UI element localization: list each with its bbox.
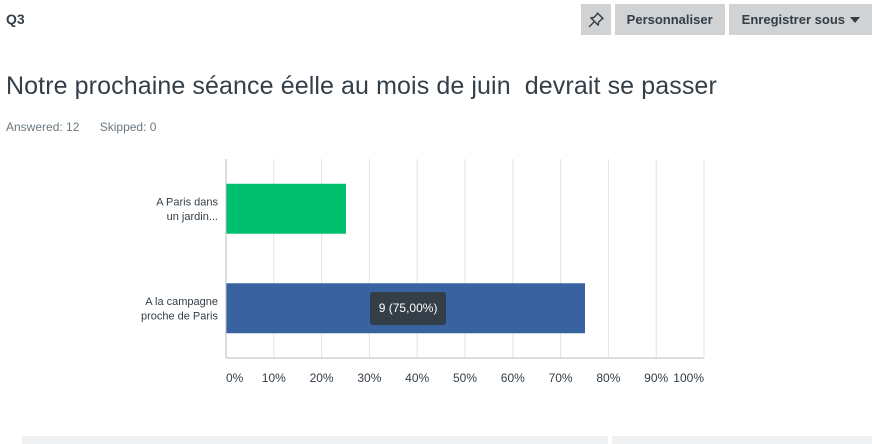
x-tick-label: 90%: [644, 371, 668, 385]
pin-icon: [588, 11, 604, 27]
bar-chart: 0% 10% 20% 30% 40% 50% 60% 70% 80% 90% 100% A Paris…: [141, 159, 705, 385]
x-tick-label: 50%: [453, 371, 477, 385]
save-as-button[interactable]: Enregistrer sous: [728, 4, 872, 35]
question-title: Notre prochaine séance éelle au mois de …: [6, 72, 717, 100]
x-tick-label: 30%: [357, 371, 381, 385]
caret-down-icon: [850, 16, 860, 23]
x-tick-label: 40%: [405, 371, 429, 385]
bar[interactable]: [226, 183, 347, 234]
category-label: un jardin...: [167, 211, 218, 223]
question-number: Q3: [6, 11, 25, 27]
save-as-label: Enregistrer sous: [741, 12, 845, 27]
skipped-count: Skipped: 0: [99, 120, 157, 134]
x-tick-label: 80%: [596, 371, 620, 385]
bar-tooltip: 9 (75,00%): [369, 291, 447, 325]
x-tick-label: 10%: [262, 371, 286, 385]
bottom-panel-right: [612, 436, 872, 444]
x-tick-label: 20%: [310, 371, 334, 385]
x-tick-label: 60%: [501, 371, 525, 385]
x-tick-label: 70%: [549, 371, 573, 385]
response-stats: Answered: 12 Skipped: 0: [6, 120, 173, 134]
toolbar: Personnaliser Enregistrer sous: [580, 4, 872, 35]
category-label: A Paris dans: [156, 197, 218, 209]
category-label: A la campagne: [145, 296, 218, 308]
category-label: proche de Paris: [141, 311, 219, 323]
x-tick-label: 0%: [226, 371, 244, 385]
x-tick-label: 100%: [673, 371, 704, 385]
answered-count: Answered: 12: [6, 120, 80, 134]
bottom-panel-left: [22, 436, 608, 444]
customize-button[interactable]: Personnaliser: [614, 4, 725, 35]
pin-button[interactable]: [580, 4, 611, 35]
